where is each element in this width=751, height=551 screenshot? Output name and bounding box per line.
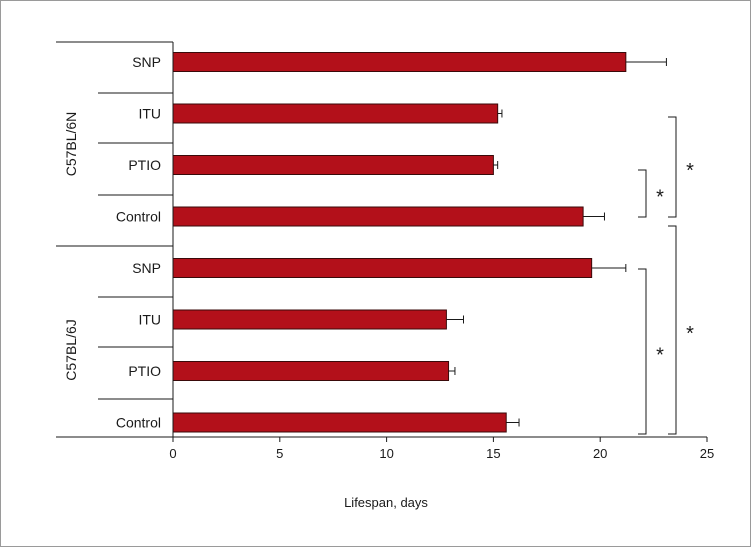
significance-marker: * [656,187,664,209]
category-label: PTIO [128,363,161,379]
x-tick-label: 10 [379,446,393,461]
group-label: C57BL/6N [63,112,79,177]
bar [172,206,584,227]
significance-marker: * [686,323,694,345]
significance-bracket [638,169,647,218]
x-axis: 0 5 10 15 20 25 [56,42,714,461]
significance-marker: * [656,345,664,367]
x-tick-label: 15 [486,446,500,461]
bar [172,52,627,72]
bar [172,361,450,381]
category-label: ITU [138,106,161,122]
x-tick-label: 0 [169,446,176,461]
bar [172,309,447,330]
bar [172,258,593,278]
significance-layer: * * * * [638,116,694,435]
category-label: PTIO [128,157,161,173]
significance-bracket [638,268,647,435]
category-label: Control [116,415,161,431]
category-label: ITU [138,312,161,328]
significance-marker: * [686,160,694,182]
bar [172,412,507,433]
category-label-layer: C57BL/6N C57BL/6J SNP ITU PTIO Control SNP ITU P… [56,41,173,431]
bars-layer [172,52,667,433]
x-tick-label: 5 [276,446,283,461]
significance-bracket [668,225,677,435]
significance-bracket [668,116,677,218]
category-label: SNP [132,54,161,70]
x-axis-title: Lifespan, days [344,495,428,510]
x-tick-label: 20 [593,446,607,461]
bar [172,155,494,175]
x-tick-label: 25 [700,446,714,461]
group-label: C57BL/6J [63,319,79,380]
bar [172,103,499,124]
category-label: Control [116,209,161,225]
category-label: SNP [132,260,161,276]
